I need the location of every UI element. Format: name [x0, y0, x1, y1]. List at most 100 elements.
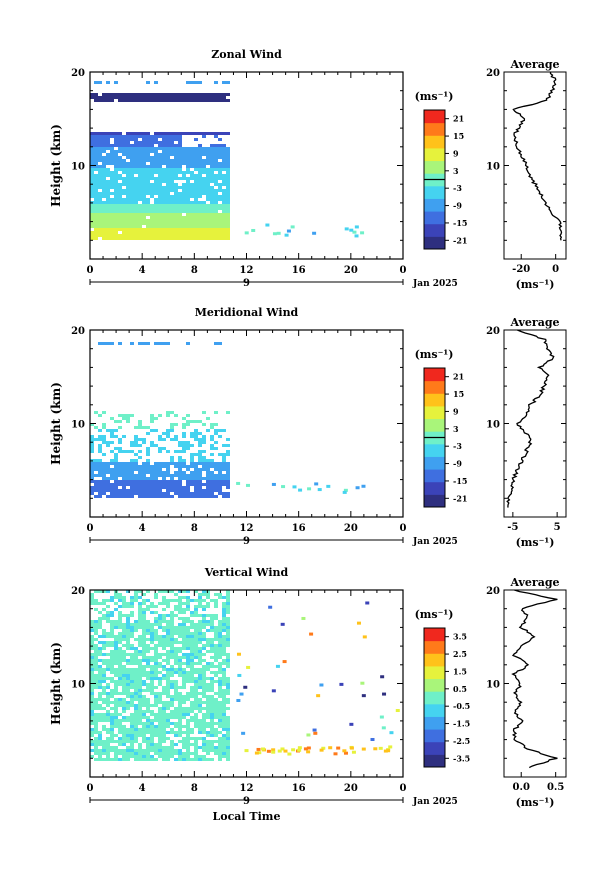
heatmap-cell	[328, 746, 333, 750]
heatmap-cell	[114, 228, 118, 231]
y-tick-label: 20	[71, 68, 85, 79]
heatmap-cell	[138, 743, 142, 746]
heatmap-cell	[245, 483, 250, 487]
heatmap-cell	[214, 162, 218, 165]
heatmap-cell	[134, 219, 138, 222]
heatmap-cell	[114, 641, 118, 644]
heatmap-cell	[162, 207, 166, 210]
heatmap-cell	[146, 495, 150, 498]
heatmap-cell	[190, 216, 194, 219]
heatmap-cell	[218, 168, 222, 171]
heatmap-cell	[194, 656, 198, 659]
heatmap-cell	[182, 623, 186, 626]
heatmap-cell	[222, 231, 226, 234]
heatmap-cell	[102, 213, 106, 216]
heatmap-cell	[154, 635, 158, 638]
heatmap-cell	[146, 737, 150, 740]
heatmap-cell	[134, 96, 138, 99]
heatmap-cell	[162, 477, 166, 480]
heatmap-cell	[126, 135, 130, 138]
heatmap-cell	[210, 234, 214, 237]
heatmap-cell	[98, 495, 102, 498]
heatmap-cell	[118, 192, 122, 195]
heatmap-cell	[178, 489, 182, 492]
heatmap-cell	[202, 189, 206, 192]
heatmap-cell	[170, 219, 174, 222]
heatmap-cell	[134, 144, 138, 147]
heatmap-cell	[214, 752, 218, 755]
heatmap-cell	[174, 201, 178, 204]
heatmap-cell	[150, 647, 154, 650]
heatmap-cell	[142, 701, 146, 704]
heatmap-cell	[94, 195, 98, 198]
heatmap-cell	[190, 459, 194, 462]
heatmap-cell	[218, 483, 222, 486]
heatmap-cell	[114, 686, 118, 689]
heatmap-cell	[106, 207, 110, 210]
heatmap-cell	[218, 471, 222, 474]
heatmap-cell	[190, 731, 194, 734]
heatmap-cell	[198, 731, 202, 734]
heatmap-cell	[90, 237, 94, 240]
heatmap-cell	[122, 740, 126, 743]
heatmap-cell	[186, 644, 190, 647]
heatmap-cell	[158, 617, 162, 620]
heatmap-cell	[158, 698, 162, 701]
heatmap-cell	[146, 719, 150, 722]
heatmap-cell	[114, 210, 118, 213]
heatmap-cell	[166, 207, 170, 210]
heatmap-cell	[118, 632, 122, 635]
heatmap-cell	[190, 677, 194, 680]
heatmap-cell	[170, 99, 174, 102]
heatmap-cell	[178, 659, 182, 662]
heatmap-cell	[265, 223, 270, 227]
heatmap-cell	[202, 456, 206, 459]
heatmap-cell	[210, 710, 214, 713]
heatmap-cell	[271, 482, 276, 486]
heatmap-cell	[186, 480, 190, 483]
heatmap-cell	[102, 653, 106, 656]
heatmap-cell	[94, 438, 98, 441]
x-tick-label: 12	[240, 523, 254, 534]
heatmap-cell	[142, 752, 146, 755]
heatmap-cell	[118, 740, 122, 743]
heatmap-cell	[162, 237, 166, 240]
heatmap-cell	[178, 465, 182, 468]
heatmap-cell	[182, 626, 186, 629]
heatmap-cell	[134, 168, 138, 171]
heatmap-cell	[150, 659, 154, 662]
heatmap-cell	[210, 186, 214, 189]
heatmap-cell	[226, 599, 230, 602]
heatmap-cell	[90, 629, 94, 632]
heatmap-cell	[98, 450, 102, 453]
heatmap-cell	[114, 156, 118, 159]
heatmap-cell	[122, 435, 126, 438]
colorbar-tick-label: 3	[453, 424, 459, 434]
heatmap-cell	[162, 749, 166, 752]
heatmap-cell	[118, 599, 122, 602]
heatmap-cell	[110, 99, 114, 102]
heatmap-cell	[102, 668, 106, 671]
heatmap-cell	[182, 713, 186, 716]
heatmap-cell	[190, 201, 194, 204]
heatmap-cell	[130, 695, 134, 698]
heatmap-cell	[114, 495, 118, 498]
heatmap-cell	[186, 231, 190, 234]
heatmap-cell	[162, 746, 166, 749]
heatmap-cell	[114, 593, 118, 596]
heatmap-cell	[202, 617, 206, 620]
heatmap-cell	[170, 423, 174, 426]
heatmap-cell	[178, 495, 182, 498]
heatmap-cell	[126, 99, 130, 102]
heatmap-cell	[162, 219, 166, 222]
heatmap-cell	[126, 468, 130, 471]
heatmap-cell	[194, 632, 198, 635]
heatmap-cell	[106, 644, 110, 647]
heatmap-cell	[146, 659, 150, 662]
heatmap-cell	[166, 656, 170, 659]
heatmap-cell	[226, 147, 230, 150]
heatmap-cell	[154, 159, 158, 162]
heatmap-cell	[178, 599, 182, 602]
heatmap-cell	[138, 722, 142, 725]
heatmap-cell	[178, 228, 182, 231]
